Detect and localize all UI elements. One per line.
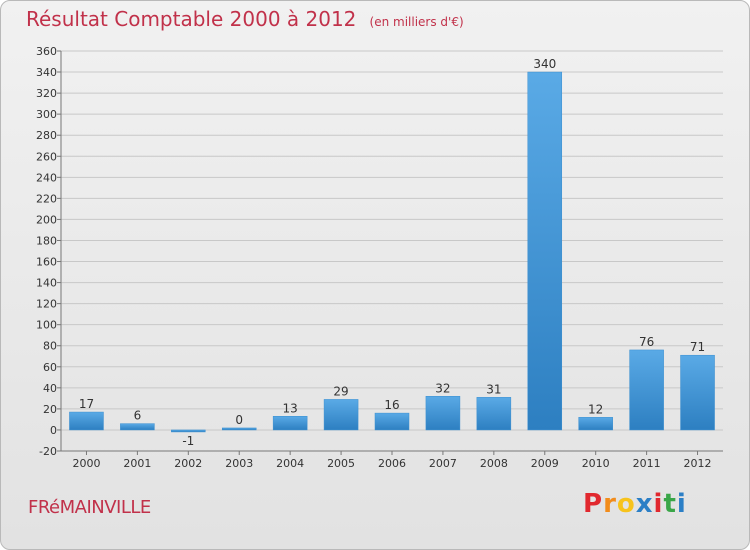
y-tick-label: 100 — [36, 319, 57, 332]
x-tick-label: 2000 — [72, 457, 100, 470]
y-tick-label: 140 — [36, 277, 57, 290]
bar-2011 — [629, 349, 664, 431]
y-tick-label: 180 — [36, 234, 57, 247]
bar-value-label: 13 — [283, 401, 298, 415]
bar-value-label: 16 — [384, 398, 399, 412]
x-tick-label: 2007 — [429, 457, 457, 470]
bar-value-label: 0 — [235, 413, 243, 427]
y-tick-label: -20 — [39, 445, 57, 458]
bar-2000 — [69, 411, 104, 431]
x-tick-label: 2009 — [531, 457, 559, 470]
logo-letter: x — [635, 489, 654, 519]
y-tick-label: 360 — [36, 45, 57, 58]
y-tick-label: 240 — [36, 171, 57, 184]
bar-2001 — [120, 423, 155, 431]
x-tick-label: 2003 — [225, 457, 253, 470]
y-tick-label: 120 — [36, 298, 57, 311]
chart-title: Résultat Comptable 2000 à 2012 — [26, 7, 357, 31]
y-tick-label: 20 — [43, 403, 57, 416]
bar-value-label: 340 — [533, 57, 556, 71]
x-tick-label: 2008 — [480, 457, 508, 470]
bar-2008 — [476, 397, 512, 431]
logo-letter: t — [663, 489, 677, 519]
bar-2006 — [374, 412, 410, 431]
bar-value-label: 31 — [486, 382, 501, 396]
bar-2009 — [527, 71, 563, 431]
logo-letter: i — [653, 489, 664, 519]
bar-value-label: -1 — [182, 434, 194, 448]
bar-2010 — [578, 417, 613, 431]
bar-value-label: 71 — [690, 340, 705, 354]
x-tick-label: 2004 — [276, 457, 304, 470]
bar-2005 — [323, 399, 359, 431]
logo-letter: o — [616, 489, 636, 519]
logo-letter: r — [603, 489, 617, 519]
y-tick-label: 260 — [36, 150, 57, 163]
bar-value-label: 29 — [333, 384, 348, 398]
bar-2007 — [425, 396, 461, 431]
y-tick-label: 300 — [36, 108, 57, 121]
title-row: Résultat Comptable 2000 à 2012 (en milli… — [26, 7, 464, 31]
bar-2003 — [221, 427, 257, 431]
bar-2002 — [171, 429, 206, 433]
bar-value-label: 17 — [79, 397, 94, 411]
x-tick-label: 2006 — [378, 457, 406, 470]
y-tick-label: 220 — [36, 192, 57, 205]
x-tick-label: 2002 — [174, 457, 202, 470]
commune-name: FRéMAINVILLE — [28, 497, 151, 518]
bar-2004 — [272, 416, 308, 431]
bar-value-label: 12 — [588, 402, 603, 416]
x-tick-label: 2011 — [633, 457, 661, 470]
y-tick-label: 60 — [43, 361, 57, 374]
x-tick-label: 2012 — [684, 457, 712, 470]
logo-letter: P — [583, 489, 604, 519]
y-tick-label: 320 — [36, 87, 57, 100]
proxiti-logo: Proxiti — [583, 489, 687, 519]
bar-value-label: 6 — [134, 409, 142, 423]
y-tick-label: 200 — [36, 213, 57, 226]
chart-subtitle: (en milliers d'€) — [369, 15, 464, 29]
y-tick-label: 160 — [36, 256, 57, 269]
y-tick-label: 80 — [43, 340, 57, 353]
bar-value-label: 76 — [639, 335, 654, 349]
bar-2012 — [680, 354, 715, 431]
y-tick-label: 0 — [50, 424, 57, 437]
y-tick-label: 40 — [43, 382, 57, 395]
x-tick-label: 2010 — [582, 457, 610, 470]
y-tick-label: 340 — [36, 66, 57, 79]
logo-letter: i — [676, 489, 687, 519]
y-tick-label: 280 — [36, 129, 57, 142]
x-tick-label: 2001 — [123, 457, 151, 470]
bar-value-label: 32 — [435, 381, 450, 395]
x-tick-label: 2005 — [327, 457, 355, 470]
